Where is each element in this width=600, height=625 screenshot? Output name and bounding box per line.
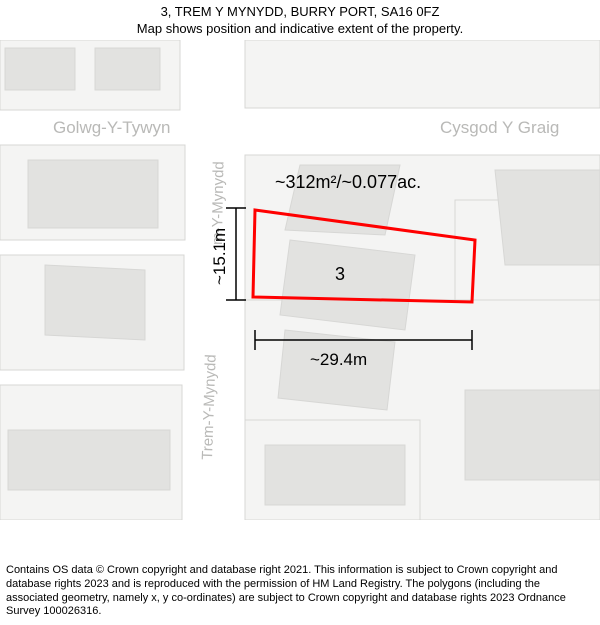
- building: [45, 265, 145, 340]
- building: [280, 240, 415, 330]
- building: [495, 170, 600, 265]
- building: [8, 430, 170, 490]
- property-map: Golwg-Y-TywynCysgod Y GraigTrem-Y-Mynydd…: [0, 40, 600, 520]
- dim-width-label: ~29.4m: [310, 350, 367, 369]
- page-subtitle: Map shows position and indicative extent…: [0, 21, 600, 38]
- page-title: 3, TREM Y MYNYDD, BURRY PORT, SA16 0FZ: [0, 4, 600, 21]
- building: [28, 160, 158, 228]
- street-label: Cysgod Y Graig: [440, 118, 559, 137]
- street-label: Golwg-Y-Tywyn: [53, 118, 170, 137]
- copyright-footer: Contains OS data © Crown copyright and d…: [6, 564, 594, 619]
- building: [278, 330, 395, 410]
- area-label: ~312m²/~0.077ac.: [275, 172, 421, 192]
- building: [5, 48, 75, 90]
- dim-height-label: ~15.1m: [210, 228, 229, 285]
- parcel: [245, 40, 600, 108]
- property-number: 3: [335, 264, 345, 284]
- building: [265, 445, 405, 505]
- building: [465, 390, 600, 480]
- building: [95, 48, 160, 90]
- header: 3, TREM Y MYNYDD, BURRY PORT, SA16 0FZ M…: [0, 4, 600, 38]
- page: 3, TREM Y MYNYDD, BURRY PORT, SA16 0FZ M…: [0, 0, 600, 625]
